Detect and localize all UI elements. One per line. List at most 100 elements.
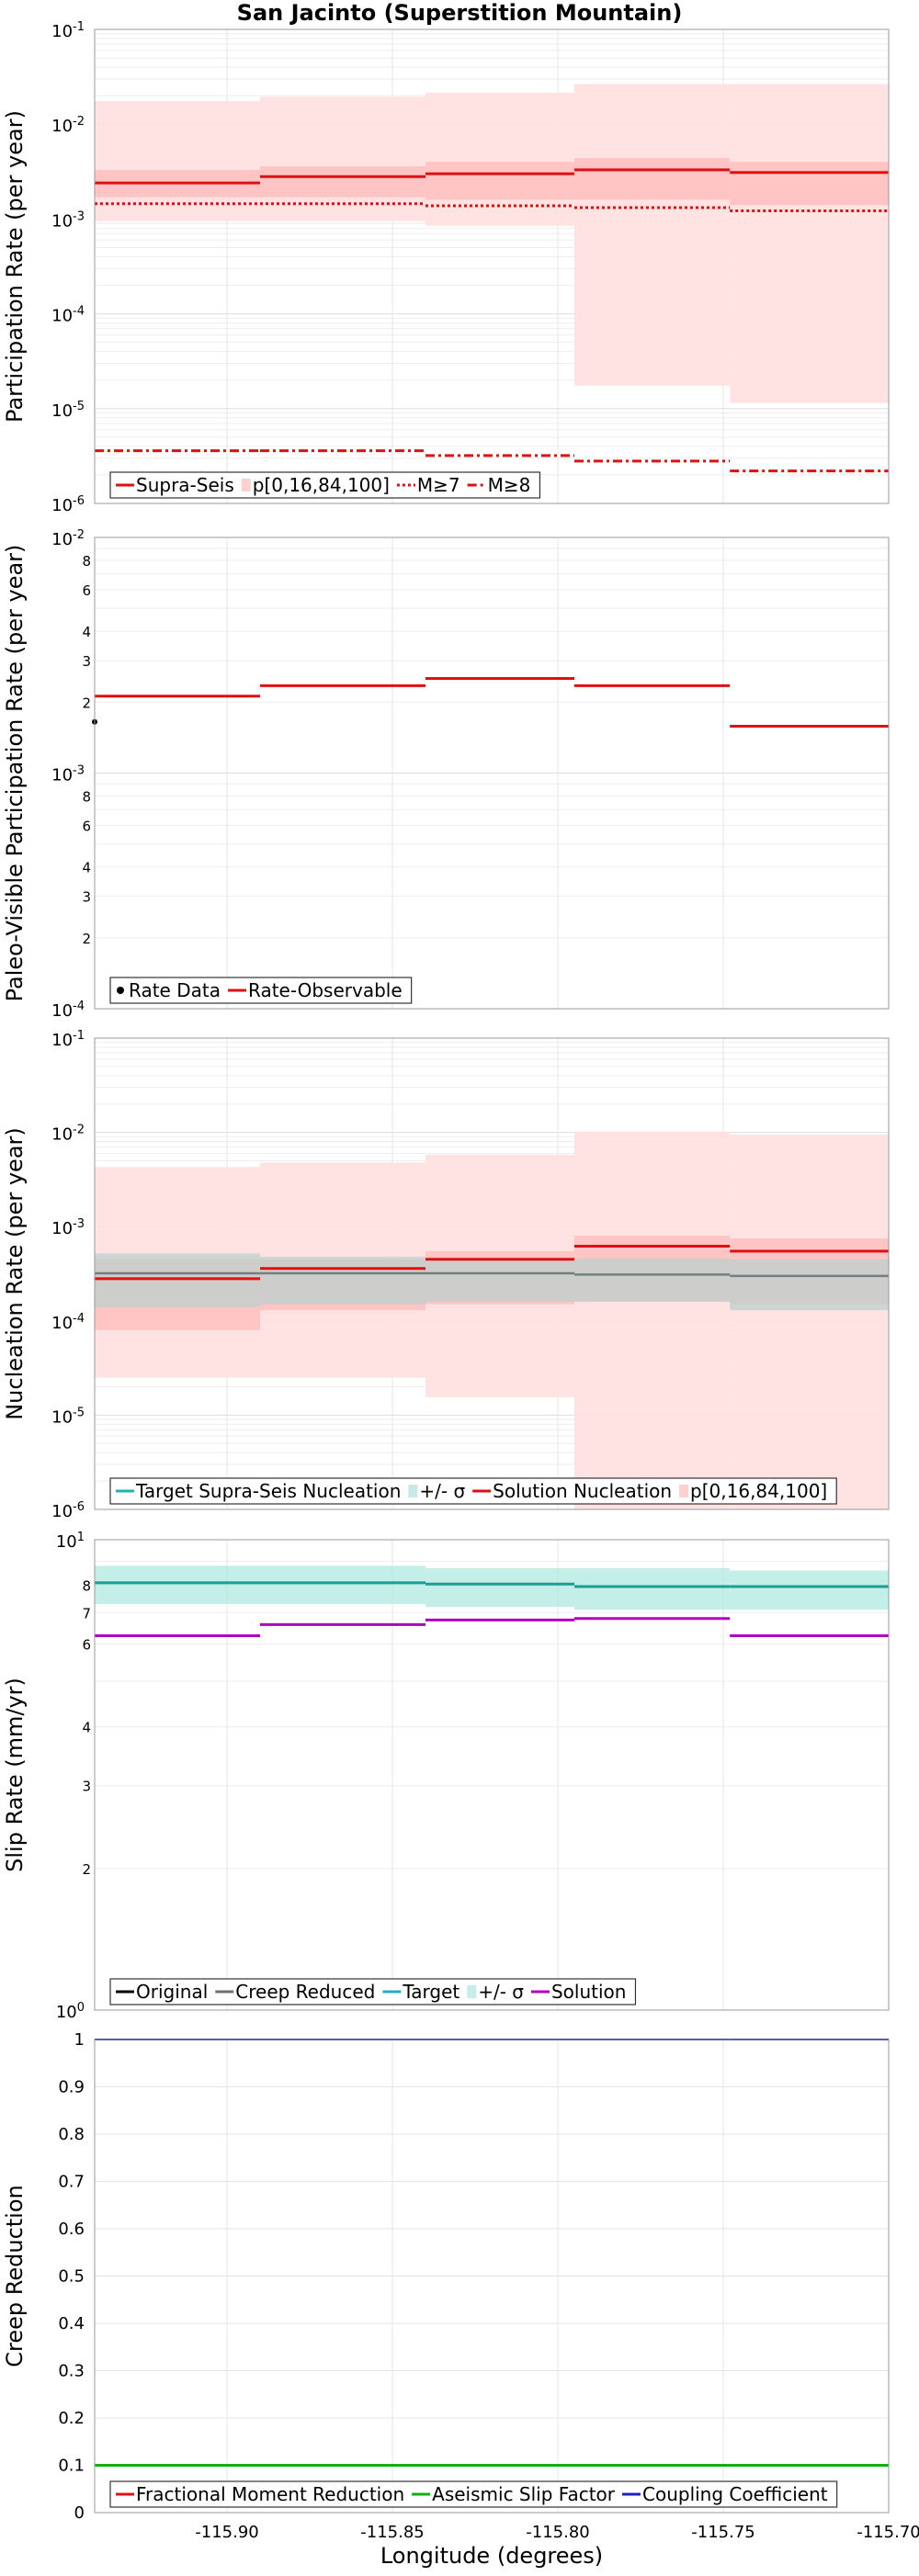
series-target [95, 1581, 889, 1588]
band-p0_100 [95, 84, 889, 403]
legend-label: Aseismic Slip Factor [432, 2483, 616, 2505]
band-segment [95, 101, 260, 221]
y-tick-label: 10-3 [51, 209, 85, 232]
legend: Original Creep Reduced Target +/- σ Solution [109, 1978, 637, 2005]
legend-label: Original [136, 1981, 208, 2003]
legend-label: Solution Nucleation [493, 1480, 672, 1502]
y-tick-exponent: -5 [73, 1406, 85, 1419]
y-tick-label: 0.7 [58, 2173, 85, 2192]
legend-box [109, 2480, 838, 2508]
x-axis: -115.90 -115.85 -115.80 -115.75 -115.70 [195, 2523, 919, 2542]
y-tick-exponent: -3 [73, 1217, 85, 1231]
band-segment [574, 1567, 731, 1610]
x-tick-label: -115.85 [360, 2523, 424, 2542]
band-segment [730, 1134, 889, 1509]
legend-swatch [408, 1485, 418, 1497]
band-segment [574, 1258, 731, 1302]
y-tick-label: 3 [82, 1779, 91, 1795]
y-tick-label: 0.2 [58, 2409, 85, 2428]
y-tick-label: 10-5 [51, 1406, 85, 1428]
series-solution [95, 1617, 889, 1638]
plot-frame [94, 1037, 890, 1510]
legend-label: +/- σ [478, 1981, 524, 2003]
y-tick-label: 8 [82, 788, 91, 805]
y-tick-label: 4 [82, 1720, 91, 1736]
y-tick-label: 0.6 [58, 2220, 85, 2239]
gridlines [95, 1540, 890, 2011]
y-tick-label: 6 [82, 1637, 91, 1654]
band-segment [730, 1570, 889, 1610]
y-tick-base: 10 [51, 1031, 73, 1050]
legend-label: Rate Data [129, 979, 221, 1001]
y-tick-label: 3 [82, 653, 91, 670]
gridlines [95, 2039, 890, 2514]
series-solution-nucleation [95, 1245, 889, 1281]
y-tick-label: 0.5 [58, 2267, 85, 2287]
legend-label: Rate-Observable [248, 979, 403, 1001]
band-segment [260, 1565, 425, 1604]
band-p16_84 [95, 157, 889, 206]
y-tick-exponent: -1 [73, 1029, 85, 1043]
y-tick-label: 6 [82, 582, 91, 599]
y-tick-label: 10-5 [51, 399, 85, 421]
y-tick-base: 10 [51, 117, 73, 136]
y-tick-base: 10 [51, 401, 73, 421]
band-segment [260, 165, 425, 198]
series-m-8 [95, 449, 889, 473]
y-tick-base: 10 [51, 1314, 73, 1333]
legend-label: +/- σ [419, 1480, 465, 1502]
plot-frame [94, 537, 890, 1010]
band-segment [425, 1257, 574, 1302]
y-tick-base: 10 [51, 530, 73, 549]
band-segment [730, 162, 889, 206]
legend-label: Fractional Moment Reduction [136, 2483, 404, 2505]
y-tick-exponent: 0 [77, 2001, 85, 2015]
x-tick-label: -115.80 [526, 2523, 589, 2542]
y-tick-label: 6 [82, 818, 91, 834]
y-tick-exponent: -2 [73, 528, 85, 542]
y-tick-label: 10-1 [51, 1029, 85, 1051]
y-tick-base: 10 [51, 211, 73, 231]
y-tick-label: 10-3 [51, 1217, 85, 1239]
legend: Supra-Seis p[0,16,84,100] M≥7 M≥8 [109, 471, 541, 499]
y-tick-label: 10-2 [51, 1123, 85, 1145]
series-m-7 [95, 202, 889, 212]
y-tick-exponent: -2 [73, 1123, 85, 1136]
y-tick-label: 10-6 [51, 494, 85, 516]
y-tick-label: 1 [74, 2030, 85, 2050]
series-target-supra-seis-nucleation [95, 1271, 889, 1278]
y-tick-label: 101 [56, 1531, 85, 1553]
y-tick-label: 10-4 [51, 1000, 85, 1022]
legend: Fractional Moment Reduction Aseismic Slip… [109, 2480, 838, 2508]
x-tick-label: -115.90 [195, 2523, 258, 2542]
y-tick-label: 10-2 [51, 528, 85, 550]
y-axis-label: Paleo-Visible Participation Rate (per ye… [2, 545, 28, 1002]
y-axis-label: Slip Rate (mm/yr) [2, 1678, 28, 1872]
legend-swatch [467, 1985, 477, 1998]
band-segment [95, 1565, 260, 1604]
y-tick-base: 10 [56, 2003, 77, 2022]
y-tick-base: 10 [56, 1532, 77, 1552]
y-tick-exponent: -1 [73, 20, 85, 34]
y-axis-label: Creep Reduction [2, 2185, 28, 2367]
y-tick-label: 8 [82, 1578, 91, 1595]
y-tick-exponent: -6 [73, 494, 85, 508]
y-tick-label: 4 [82, 624, 91, 640]
plot-frame [94, 1539, 890, 2011]
band-segment [260, 96, 425, 221]
legend-label: Solution [551, 1981, 626, 2003]
plot-frame [94, 28, 890, 504]
y-axis-label: Participation Rate (per year) [2, 110, 28, 423]
y-tick-label: 4 [82, 860, 91, 876]
band-target_sigma [95, 1253, 889, 1311]
y-tick-label: 100 [56, 2001, 85, 2023]
y-tick-label: 0.9 [58, 2078, 85, 2097]
x-axis-label: Longitude (degrees) [380, 2543, 603, 2569]
y-tick-exponent: -3 [73, 763, 85, 777]
legend-box [109, 977, 413, 1004]
